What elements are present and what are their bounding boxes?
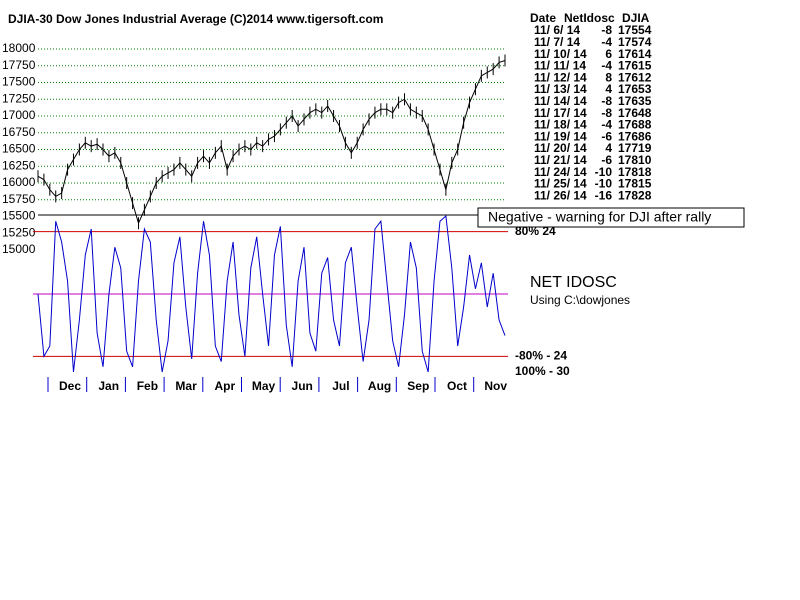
table-cell: -8 xyxy=(601,23,612,37)
table-cell: 4 xyxy=(605,141,612,155)
table-cell: 11/ 7/ 14 xyxy=(534,35,580,49)
y-tick-label: 16750 xyxy=(2,125,36,139)
table-cell: 11/ 26/ 14 xyxy=(534,188,587,202)
table-cell: 17574 xyxy=(618,35,652,49)
x-tick-label: Apr xyxy=(214,379,235,393)
x-tick-label: Jul xyxy=(332,379,349,393)
x-tick-label: Oct xyxy=(447,379,467,393)
table-cell: -16 xyxy=(595,188,613,202)
table-cell: -10 xyxy=(595,165,613,179)
table-cell: 17719 xyxy=(618,141,652,155)
table-cell: 17818 xyxy=(618,165,652,179)
table-cell: 11/ 25/ 14 xyxy=(534,177,587,191)
y-tick-label: 15000 xyxy=(2,242,36,256)
table-cell: -10 xyxy=(595,177,613,191)
y-tick-label: 15750 xyxy=(2,192,36,206)
annotation-box xyxy=(477,207,745,228)
price-line xyxy=(37,60,506,225)
y-tick-label: 18000 xyxy=(2,41,36,55)
table-cell: 11/ 6/ 14 xyxy=(534,23,580,37)
table-cell: 11/ 10/ 14 xyxy=(534,47,587,61)
table-cell: 11/ 11/ 14 xyxy=(534,59,586,73)
y-tick-label: 16250 xyxy=(2,158,36,172)
y-tick-label: 17000 xyxy=(2,108,36,122)
table-cell: 17688 xyxy=(618,118,652,132)
y-tick-label: 80% 24 xyxy=(515,224,556,238)
table-cell: -6 xyxy=(601,129,612,143)
annotation: Negative - warning for DJI after rally xyxy=(488,209,711,225)
table-cell: 17635 xyxy=(618,94,652,108)
y-tick-label: 16500 xyxy=(2,142,36,156)
table-cell: 6 xyxy=(605,47,612,61)
table-cell: 11/ 14/ 14 xyxy=(534,94,587,108)
table-cell: -8 xyxy=(601,94,612,108)
table-cell: 17612 xyxy=(618,70,652,84)
table-cell: 11/ 24/ 14 xyxy=(534,165,587,179)
table-cell: -6 xyxy=(601,153,612,167)
y-tick-label: -80% - 24 xyxy=(515,349,567,363)
table-cell: 11/ 18/ 14 xyxy=(534,118,587,132)
y-tick-label: 15500 xyxy=(2,209,36,223)
table-cell: 17815 xyxy=(618,177,652,191)
y-tick-label: 17500 xyxy=(2,75,36,89)
table-header: Date xyxy=(530,11,556,25)
table-cell: 8 xyxy=(605,70,612,84)
table-cell: -4 xyxy=(601,118,612,132)
x-tick-label: Jun xyxy=(292,379,313,393)
x-tick-label: Sep xyxy=(407,379,429,393)
table-cell: 17653 xyxy=(618,82,652,96)
panel-title: NET IDOSC xyxy=(530,274,617,291)
table-cell: 17648 xyxy=(618,106,652,120)
table-cell: 17810 xyxy=(618,153,652,167)
oscillator-line xyxy=(37,214,506,373)
x-tick-label: Mar xyxy=(175,379,197,393)
x-tick-label: Aug xyxy=(368,379,391,393)
table-cell: 11/ 20/ 14 xyxy=(534,141,587,155)
table-header: NetIdosc xyxy=(564,11,615,25)
table-cell: -4 xyxy=(601,59,612,73)
x-tick-label: May xyxy=(252,379,276,393)
table-cell: 17615 xyxy=(618,59,652,73)
x-tick-label: Dec xyxy=(59,379,81,393)
table-cell: -4 xyxy=(601,35,612,49)
table-cell: 11/ 19/ 14 xyxy=(534,129,587,143)
table-cell: -8 xyxy=(601,106,612,120)
y-tick-label: 17750 xyxy=(2,58,36,72)
y-tick-label: 17250 xyxy=(2,91,36,105)
x-tick-label: Jan xyxy=(98,379,119,393)
table-cell: 4 xyxy=(605,82,612,96)
chart-title: DJIA-30 Dow Jones Industrial Average (C)… xyxy=(8,12,383,26)
table-cell: 11/ 21/ 14 xyxy=(534,153,587,167)
y-tick-label: 15250 xyxy=(2,225,36,239)
x-tick-label: Nov xyxy=(484,379,507,393)
x-tick-label: Feb xyxy=(137,379,158,393)
table-cell: 11/ 17/ 14 xyxy=(534,106,587,120)
table-cell: 17614 xyxy=(618,47,652,61)
table-cell: 11/ 12/ 14 xyxy=(534,70,587,84)
table-cell: 17686 xyxy=(618,129,652,143)
table-cell: 11/ 13/ 14 xyxy=(534,82,587,96)
y-tick-label: 16000 xyxy=(2,175,36,189)
table-header: DJIA xyxy=(622,11,650,25)
y-tick-label: 100% - 30 xyxy=(515,364,570,378)
table-cell: 17828 xyxy=(618,188,652,202)
table-cell: 17554 xyxy=(618,23,652,37)
panel-subtitle: Using C:\dowjones xyxy=(530,293,630,307)
